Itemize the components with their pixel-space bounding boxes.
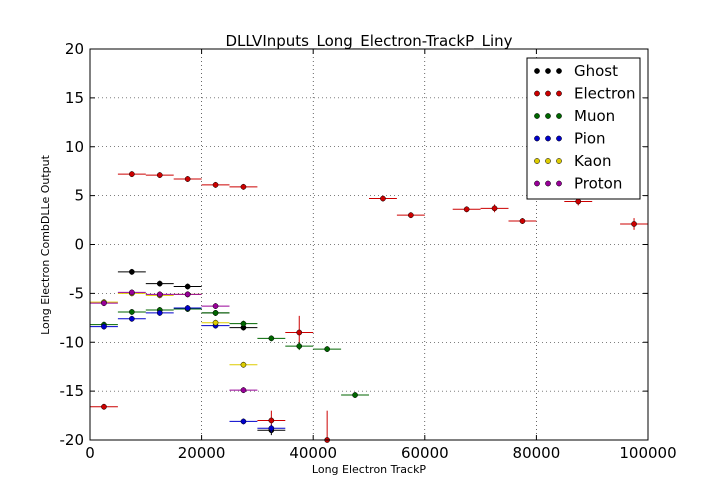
data-point [519,218,526,224]
legend-marker [534,113,540,119]
data-point [631,221,637,227]
legend-marker [545,180,551,187]
data-point [240,320,247,327]
legend-marker [545,68,551,74]
data-point [296,343,303,350]
legend-marker [545,135,551,142]
legend-item-electron: Electron [534,85,636,103]
y-tick-label: 10 [65,138,84,156]
data-point [408,212,414,219]
x-tick-label: 100000 [619,444,676,462]
y-tick-label: 5 [74,187,84,205]
data-point [101,300,107,306]
data-point [491,205,498,212]
legend-item-muon: Muon [534,107,615,125]
legend-marker [545,113,551,119]
data-point [575,198,582,205]
data-point [212,319,219,326]
data-point [184,291,191,298]
x-tick-label: 60000 [401,444,449,462]
x-axis-label: Long Electron TrackP [312,463,427,476]
legend-marker [545,90,551,97]
legend-marker [534,135,540,142]
data-point [324,346,330,352]
x-tick-label: 40000 [289,444,337,462]
data-point [240,387,247,393]
data-point [212,303,219,309]
data-point [156,291,163,298]
data-point [463,206,470,213]
legend-label: Electron [574,85,636,103]
plot-area [90,171,648,443]
y-axis-label: Long Electron CombDLLe Output [39,154,52,335]
legend-marker [556,113,562,119]
data-point [101,323,107,330]
data-point [184,305,191,311]
y-tick-label: -5 [69,284,84,302]
data-point [380,195,386,202]
legend-item-pion: Pion [534,130,606,148]
data-point [296,329,303,336]
legend-box [526,57,641,200]
legend-marker [534,158,540,164]
y-tick-label: -10 [60,333,85,351]
legend-item-proton: Proton [534,175,622,193]
data-point [156,172,163,178]
legend-item-ghost: Ghost [534,62,618,80]
data-point [156,310,163,316]
legend-marker [534,68,540,74]
legend-label: Proton [574,175,622,193]
legend-marker [534,180,540,187]
legend-marker [556,180,562,187]
data-point [129,315,135,322]
data-point [240,183,247,190]
data-point [184,283,191,290]
data-point [129,269,135,275]
legend-marker [556,135,562,142]
data-point [268,425,275,432]
legend-label: Ghost [574,62,618,80]
x-tick-label: 0 [85,444,95,462]
series-kaon [90,290,258,368]
data-point [240,361,247,368]
axis-ticks: 0 20000 40000 60000 80000 100000 -20 -15 -10 -5 0 5… [60,40,677,462]
y-tick-label: -20 [60,431,85,449]
data-point [129,289,135,296]
x-tick-label: 80000 [513,444,561,462]
legend-marker [534,90,540,97]
legend-marker [545,158,551,164]
y-tick-label: 0 [74,236,84,254]
data-point [101,403,107,410]
series-electron [90,171,648,443]
legend-marker [556,158,562,164]
legend-label: Pion [574,130,606,148]
legend-marker [556,90,562,97]
legend: Ghost Electron Muon Pion Kaon Proton [526,57,641,200]
y-tick-label: -15 [60,382,85,400]
data-point [184,176,191,182]
legend-marker [556,68,562,74]
data-point [212,310,219,316]
data-point [212,182,219,188]
y-tick-label: 15 [65,89,84,107]
data-point [129,171,135,177]
legend-item-kaon: Kaon [534,152,611,170]
data-point [268,417,275,424]
data-point [129,309,135,315]
data-point [352,392,358,398]
data-point [156,280,163,287]
data-point [268,335,275,342]
legend-label: Muon [574,107,615,125]
chart-title: DLLVInputs_Long_Electron-TrackP_Liny [225,32,512,51]
series-proton [90,289,258,394]
x-tick-label: 20000 [178,444,226,462]
data-point [240,418,247,425]
y-tick-label: 20 [65,40,84,58]
legend-label: Kaon [574,152,611,170]
